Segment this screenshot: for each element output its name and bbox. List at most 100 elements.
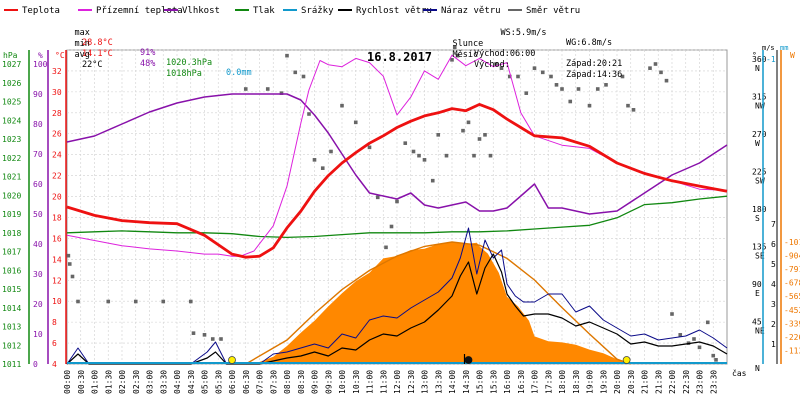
sunrise-marker bbox=[228, 356, 236, 364]
wind-direction-point bbox=[659, 70, 663, 75]
wind-direction-point bbox=[133, 299, 138, 304]
temp-tick-label: 30 bbox=[52, 88, 62, 97]
time-tick-label: 04:00 bbox=[173, 370, 182, 394]
wind-direction-point bbox=[320, 166, 325, 170]
time-tick-label: 03:00 bbox=[146, 370, 155, 394]
time-tick-label: 02:30 bbox=[132, 370, 141, 394]
dir-tick-label: W bbox=[755, 139, 760, 148]
wind-direction-point bbox=[403, 141, 408, 145]
time-tick-label: 12:30 bbox=[407, 370, 416, 394]
wind-direction-point bbox=[265, 87, 270, 91]
time-tick-label: 10:00 bbox=[338, 370, 347, 394]
wind-direction-point bbox=[430, 178, 435, 183]
dir-tick-label: SE bbox=[755, 252, 765, 261]
wind-direction-point bbox=[106, 299, 111, 304]
wind-direction-point bbox=[494, 62, 498, 66]
hpa-tick-label: 1016 bbox=[2, 266, 21, 275]
wind-direction-point bbox=[307, 112, 311, 116]
dir-tick-degree: 360 bbox=[752, 55, 767, 64]
time-axis-label: čas bbox=[732, 368, 747, 378]
wm2-tick-label: -452 bbox=[784, 306, 800, 315]
wind-direction-point bbox=[524, 91, 529, 95]
time-tick-label: 23:00 bbox=[696, 370, 705, 394]
hpa-tick-label: 1020 bbox=[2, 191, 21, 200]
sun-set: Západ:20:21 bbox=[566, 59, 623, 69]
stat-avg-row: avg 22°C bbox=[54, 40, 102, 80]
moon-label: Měsíc bbox=[452, 50, 479, 60]
wind-direction-point bbox=[483, 133, 487, 137]
pct-tick-label: 0 bbox=[33, 360, 38, 369]
wm2-tick-label: -565 bbox=[784, 292, 800, 301]
temp-tick-label: 12 bbox=[52, 276, 62, 285]
stat-max-label: max bbox=[74, 28, 90, 38]
time-tick-label: 15:00 bbox=[476, 370, 485, 394]
time-tick-label: 16:00 bbox=[503, 370, 512, 394]
moon-marker bbox=[464, 356, 473, 364]
wm2-tick-label: -113 bbox=[784, 346, 800, 355]
dir-axis-unit: ° bbox=[752, 51, 757, 60]
wind-direction-point bbox=[692, 337, 696, 341]
dir-tick-label: N bbox=[755, 364, 760, 373]
wind-direction-point bbox=[540, 70, 545, 75]
wind-direction-point bbox=[714, 358, 718, 362]
solar-radiation-area bbox=[254, 242, 628, 364]
time-tick-label: 17:00 bbox=[531, 370, 540, 394]
hpa-tick-label: 1013 bbox=[2, 323, 21, 332]
time-tick-label: 10:30 bbox=[352, 370, 361, 394]
moon-rise: Východ: bbox=[474, 60, 510, 70]
mm-tick-label: -1 bbox=[766, 55, 776, 64]
wind-direction-point bbox=[395, 199, 399, 204]
time-tick-label: 21:30 bbox=[654, 370, 663, 394]
wind-speed-stat: WS:5.9m/s bbox=[500, 28, 547, 38]
stat-max-press: 1020.3hPa bbox=[166, 58, 213, 68]
dir-tick-degree: 45 bbox=[752, 318, 762, 327]
time-tick-label: 15:30 bbox=[489, 370, 498, 394]
temp-tick-label: 8 bbox=[52, 318, 57, 327]
wind-direction-point bbox=[461, 128, 465, 133]
time-tick-label: 13:30 bbox=[434, 370, 443, 394]
time-tick-label: 11:00 bbox=[366, 370, 375, 394]
wind-direction-point bbox=[620, 74, 625, 79]
wind-direction-point bbox=[384, 245, 388, 250]
temp-tick-label: 26 bbox=[52, 130, 62, 139]
time-tick-label: 01:00 bbox=[91, 370, 100, 394]
wind-direction-point bbox=[472, 153, 476, 158]
dir-tick-degree: 180 bbox=[752, 205, 767, 214]
wind-direction-point bbox=[191, 331, 196, 335]
time-tick-label: 21:00 bbox=[641, 370, 650, 394]
legend-label: Tlak bbox=[253, 6, 275, 16]
stat-min-row: min 14.1°C 48% 1018hPa bbox=[54, 29, 201, 89]
wm2-tick-label: -339 bbox=[784, 319, 800, 328]
temp-tick-label: 10 bbox=[52, 297, 62, 306]
dir-tick-label: N bbox=[755, 64, 760, 73]
wind-direction-point bbox=[507, 74, 512, 79]
dir-tick-degree: 90 bbox=[752, 280, 762, 289]
wind-direction-point bbox=[549, 74, 553, 79]
hpa-axis-unit: hPa bbox=[3, 51, 18, 60]
wind-direction-point bbox=[455, 53, 460, 58]
stat-min-hum: 48% bbox=[140, 59, 156, 69]
wind-direction-point bbox=[626, 103, 630, 108]
stat-min-label: min bbox=[74, 39, 90, 49]
wm2-tick-label: -791 bbox=[784, 265, 800, 274]
pct-axis-unit: % bbox=[38, 51, 43, 60]
wind-direction-point bbox=[67, 262, 72, 266]
ms-axis-unit: m/s bbox=[762, 44, 775, 52]
time-tick-label: 04:30 bbox=[187, 370, 196, 394]
dir-tick-label: S bbox=[755, 214, 760, 223]
sun-stats: Slunce Východ:06:00 Západ:20:21 bbox=[432, 29, 622, 79]
wind-direction-point bbox=[604, 83, 608, 87]
humidity-line bbox=[66, 93, 728, 215]
temperature-line bbox=[66, 103, 728, 259]
time-tick-label: 23:30 bbox=[709, 370, 718, 394]
time-tick-label: 19:30 bbox=[599, 370, 608, 394]
dir-tick-label: SW bbox=[755, 177, 765, 186]
wind-direction-point bbox=[353, 120, 358, 125]
wind-direction-point bbox=[452, 45, 457, 50]
hpa-tick-label: 1017 bbox=[2, 248, 21, 257]
time-tick-label: 05:30 bbox=[214, 370, 223, 394]
hpa-tick-label: 1021 bbox=[2, 173, 21, 182]
pct-tick-label: 80 bbox=[33, 120, 43, 129]
sun-label: Slunce bbox=[452, 39, 484, 49]
